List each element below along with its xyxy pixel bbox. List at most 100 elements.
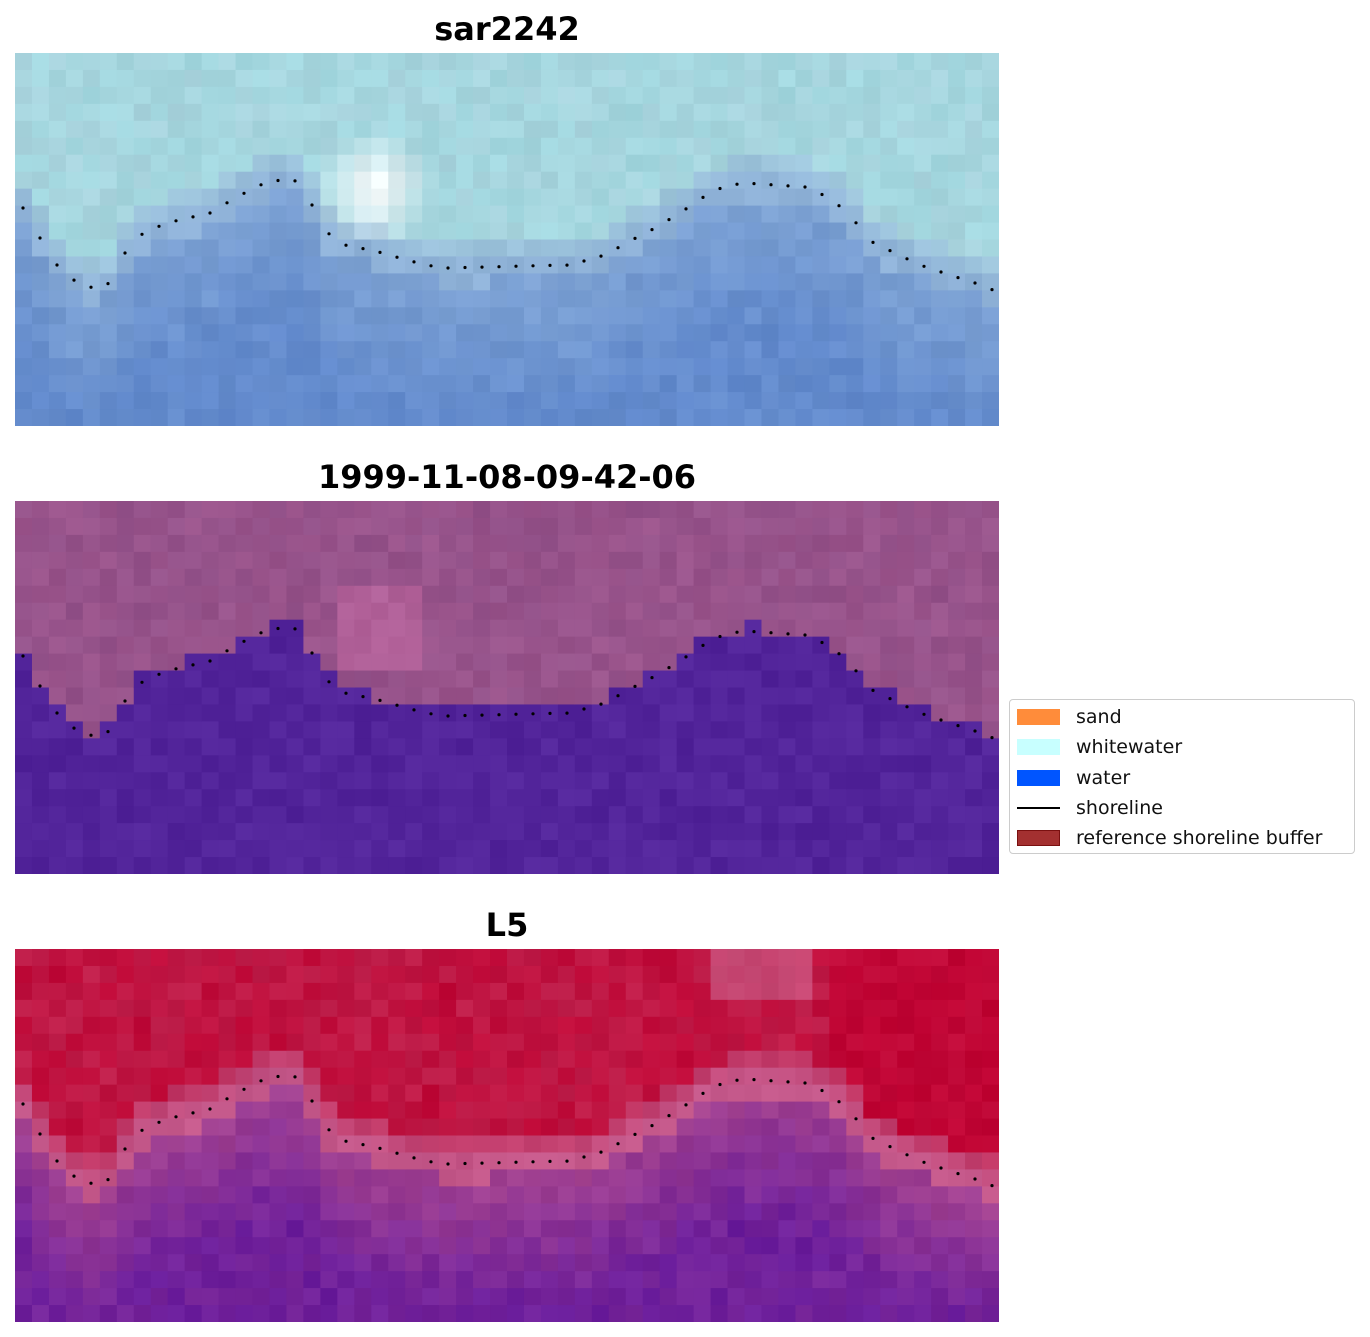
- image-pixel: [897, 602, 915, 621]
- image-pixel: [693, 290, 712, 308]
- image-pixel: [778, 1135, 797, 1154]
- image-pixel: [982, 1186, 999, 1204]
- shoreline-point: [208, 659, 212, 663]
- image-pixel: [184, 86, 203, 105]
- image-pixel: [540, 789, 559, 807]
- image-pixel: [82, 789, 101, 807]
- image-pixel: [473, 738, 491, 756]
- image-pixel: [812, 772, 830, 790]
- image-pixel: [914, 1084, 932, 1103]
- image-pixel: [659, 653, 678, 672]
- image-pixel: [897, 290, 915, 308]
- image-pixel: [31, 982, 50, 1001]
- image-pixel: [337, 222, 355, 241]
- image-pixel: [405, 806, 423, 824]
- image-pixel: [795, 568, 813, 587]
- image-pixel: [320, 949, 338, 967]
- image-pixel: [829, 602, 847, 621]
- shoreline-point: [259, 631, 263, 635]
- image-pixel: [982, 619, 999, 638]
- image-pixel: [591, 1288, 610, 1306]
- image-pixel: [150, 501, 169, 519]
- image-pixel: [439, 103, 457, 122]
- shoreline-point: [769, 631, 773, 635]
- image-pixel: [150, 636, 169, 655]
- image-pixel: [456, 120, 474, 139]
- image-pixel: [371, 1067, 389, 1086]
- image-pixel: [557, 653, 576, 672]
- image-pixel: [744, 69, 763, 88]
- legend-line-shoreline: [1017, 807, 1060, 809]
- image-pixel: [659, 999, 678, 1018]
- image-pixel: [490, 568, 508, 587]
- image-pixel: [880, 69, 898, 88]
- image-pixel: [863, 653, 881, 672]
- image-pixel: [354, 636, 372, 655]
- image-pixel: [439, 171, 457, 190]
- image-pixel: [897, 653, 915, 672]
- image-pixel: [167, 806, 186, 824]
- image-pixel: [252, 840, 271, 858]
- image-pixel: [727, 755, 746, 773]
- image-pixel: [167, 392, 186, 410]
- image-pixel: [354, 1288, 372, 1306]
- image-pixel: [540, 501, 559, 519]
- image-pixel: [388, 137, 406, 156]
- image-pixel: [625, 738, 644, 756]
- image-pixel: [591, 721, 610, 739]
- image-pixel: [948, 53, 966, 71]
- image-pixel: [184, 982, 203, 1001]
- image-pixel: [473, 273, 491, 291]
- image-pixel: [303, 857, 321, 874]
- image-pixel: [507, 324, 525, 342]
- image-pixel: [133, 755, 152, 773]
- image-pixel: [557, 755, 576, 773]
- image-pixel: [982, 585, 999, 604]
- image-pixel: [218, 517, 237, 536]
- image-pixel: [778, 789, 797, 807]
- image-pixel: [473, 53, 491, 71]
- image-pixel: [948, 1050, 966, 1069]
- image-pixel: [422, 670, 440, 689]
- image-pixel: [863, 1203, 881, 1221]
- image-pixel: [880, 324, 898, 342]
- image-pixel: [761, 239, 780, 258]
- image-pixel: [269, 375, 288, 393]
- image-pixel: [897, 409, 915, 426]
- image-pixel: [965, 171, 983, 190]
- image-pixel: [184, 103, 203, 122]
- image-pixel: [456, 806, 474, 824]
- image-pixel: [490, 806, 508, 824]
- image-pixel: [897, 534, 915, 553]
- image-pixel: [473, 120, 491, 139]
- image-pixel: [507, 222, 525, 241]
- image-pixel: [252, 137, 271, 156]
- image-pixel: [727, 1288, 746, 1306]
- image-pixel: [15, 965, 33, 984]
- image-pixel: [15, 1203, 33, 1221]
- image-pixel: [15, 585, 33, 604]
- image-pixel: [405, 585, 423, 604]
- image-pixel: [982, 1169, 999, 1187]
- image-pixel: [235, 137, 254, 156]
- image-pixel: [829, 154, 847, 173]
- image-pixel: [354, 1220, 372, 1238]
- image-pixel: [761, 290, 780, 308]
- image-pixel: [710, 602, 729, 621]
- image-pixel: [931, 1305, 949, 1322]
- image-pixel: [31, 392, 50, 410]
- image-pixel: [863, 1254, 881, 1272]
- image-pixel: [201, 1084, 220, 1103]
- panel-title-3: L5: [485, 906, 529, 944]
- image-pixel: [897, 636, 915, 655]
- image-pixel: [184, 1305, 203, 1322]
- image-pixel: [778, 1033, 797, 1052]
- image-pixel: [405, 568, 423, 587]
- image-pixel: [150, 324, 169, 342]
- image-pixel: [252, 341, 271, 359]
- image-pixel: [252, 375, 271, 393]
- image-pixel: [727, 120, 746, 139]
- image-pixel: [422, 1237, 440, 1255]
- image-pixel: [320, 982, 338, 1001]
- image-pixel: [337, 103, 355, 122]
